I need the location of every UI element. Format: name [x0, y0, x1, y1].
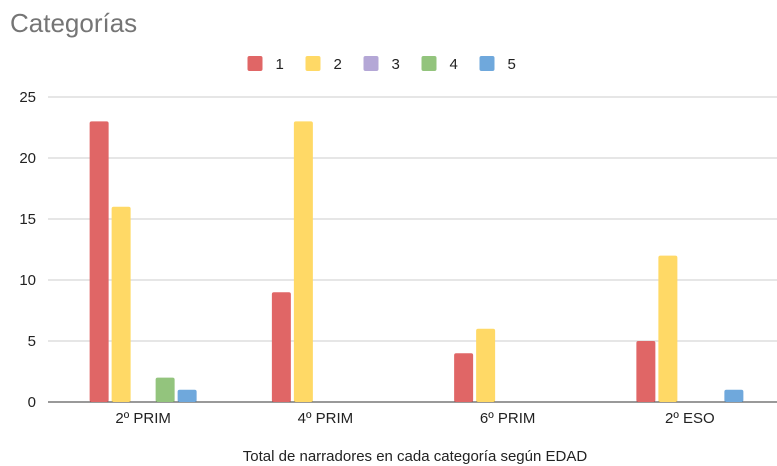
x-tick-label: 2º ESO [665, 410, 715, 427]
legend-swatch-4 [421, 56, 437, 71]
bar-series-4-0 [155, 377, 175, 402]
x-axis-title: Total de narradores en cada categoría se… [243, 448, 588, 465]
bars [89, 121, 744, 403]
legend-label-1: 1 [276, 56, 284, 73]
chart-title: Categorías [10, 8, 138, 38]
bar-series-2-3 [658, 255, 678, 402]
y-axis-ticks: 0 5 10 15 20 25 [19, 89, 36, 411]
y-tick-label: 10 [19, 272, 36, 289]
legend-label-5: 5 [508, 56, 516, 73]
bar-series-5-0 [177, 389, 197, 402]
legend-swatch-5 [479, 56, 495, 71]
y-tick-label: 20 [19, 150, 36, 167]
y-tick-label: 5 [28, 333, 36, 350]
bar-series-1-3 [636, 341, 656, 402]
bar-series-2-1 [293, 121, 313, 403]
legend: 1 2 3 4 5 [247, 56, 516, 73]
legend-swatch-2 [305, 56, 321, 71]
legend-swatch-1 [247, 56, 263, 71]
bar-series-5-3 [724, 389, 744, 402]
x-tick-label: 6º PRIM [480, 410, 536, 427]
x-tick-label: 4º PRIM [298, 410, 354, 427]
x-axis-ticks: 2º PRIM 4º PRIM 6º PRIM 2º ESO [115, 410, 714, 427]
y-tick-label: 0 [28, 394, 36, 411]
legend-label-3: 3 [392, 56, 400, 73]
bar-series-1-1 [271, 292, 291, 402]
bar-series-1-2 [454, 353, 474, 402]
legend-label-4: 4 [450, 56, 458, 73]
bar-series-2-2 [476, 328, 496, 402]
y-tick-label: 25 [19, 89, 36, 106]
legend-swatch-3 [363, 56, 379, 71]
bar-series-2-0 [111, 206, 131, 402]
bar-series-1-0 [89, 121, 109, 403]
y-tick-label: 15 [19, 211, 36, 228]
legend-label-2: 2 [334, 56, 342, 73]
x-tick-label: 2º PRIM [115, 410, 171, 427]
